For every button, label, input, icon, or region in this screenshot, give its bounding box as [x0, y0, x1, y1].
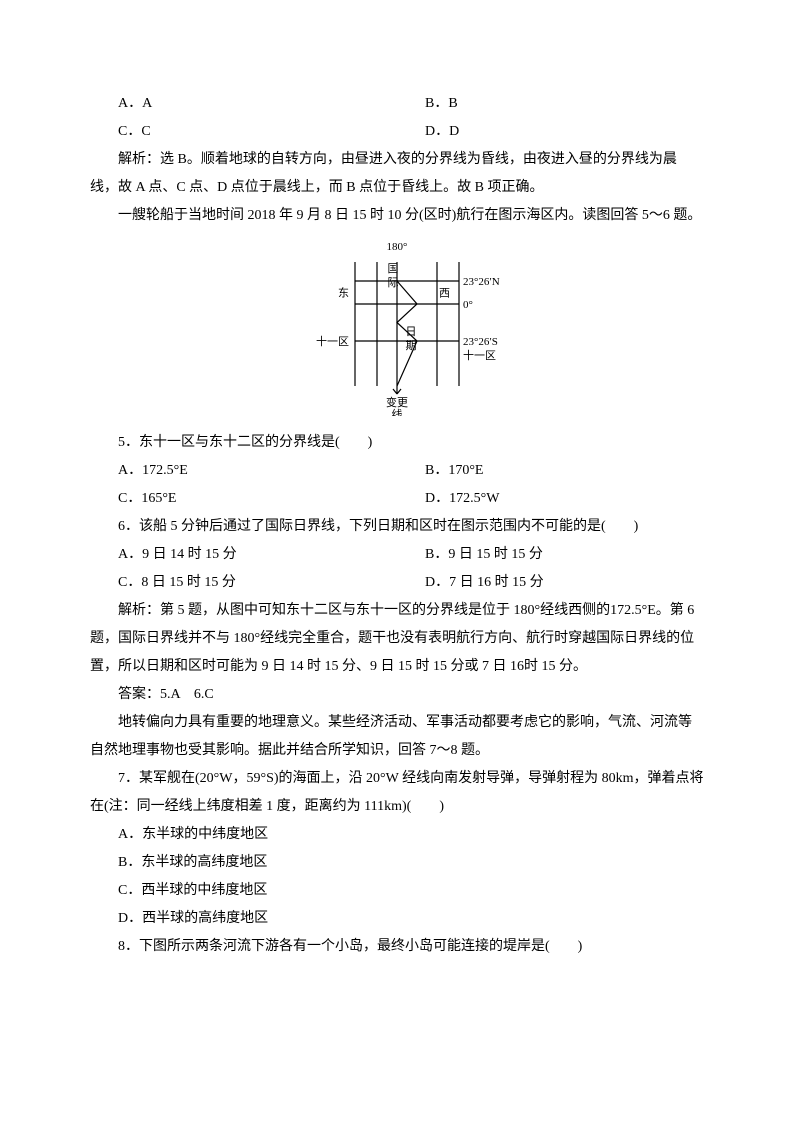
- svg-text:际: 际: [388, 276, 399, 289]
- ans56-final: 答案：5.A 6.C: [90, 681, 704, 709]
- q5-opt-c: C．165°E: [90, 485, 397, 513]
- q5-opt-b: B．170°E: [397, 457, 704, 485]
- q5-options-row2: C．165°E D．172.5°W: [90, 485, 704, 513]
- q6-opt-c: C．8 日 15 时 15 分: [90, 569, 397, 597]
- q6-opt-d: D．7 日 16 时 15 分: [397, 569, 704, 597]
- q7-opt-c: C．西半球的中纬度地区: [90, 877, 704, 905]
- q6-options-row1: A．9 日 14 时 15 分 B．9 日 15 时 15 分: [90, 541, 704, 569]
- q5-stem: 5．东十一区与东十二区的分界线是( ): [90, 429, 704, 457]
- q4-options-row1: A．A B．B: [90, 90, 704, 118]
- q7-opt-d: D．西半球的高纬度地区: [90, 905, 704, 933]
- q4-options-row2: C．C D．D: [90, 118, 704, 146]
- q7-opt-b: B．东半球的高纬度地区: [90, 849, 704, 877]
- q5-options-row1: A．172.5°E B．170°E: [90, 457, 704, 485]
- q4-opt-a: A．A: [90, 90, 397, 118]
- svg-text:23°26′S: 23°26′S: [463, 336, 498, 348]
- q4-analysis: 解析：选 B。顺着地球的自转方向，由昼进入夜的分界线为昏线，由夜进入昼的分界线为…: [90, 146, 704, 202]
- q4-opt-d: D．D: [397, 118, 704, 146]
- q8-stem: 8．下图所示两条河流下游各有一个小岛，最终小岛可能连接的堤岸是( ): [90, 933, 704, 961]
- diagram-svg: 180°国际日期东西23°26′N0°23°26′S十一区十一区变更线: [287, 236, 507, 416]
- q5-opt-d: D．172.5°W: [397, 485, 704, 513]
- q6-stem: 6．该船 5 分钟后通过了国际日界线，下列日期和区时在图示范围内不可能的是( ): [90, 513, 704, 541]
- q7-opt-a: A．东半球的中纬度地区: [90, 821, 704, 849]
- q4-opt-c: C．C: [90, 118, 397, 146]
- q6-options-row2: C．8 日 15 时 15 分 D．7 日 16 时 15 分: [90, 569, 704, 597]
- q6-opt-b: B．9 日 15 时 15 分: [397, 541, 704, 569]
- q6-opt-a: A．9 日 14 时 15 分: [90, 541, 397, 569]
- svg-text:十一区: 十一区: [463, 348, 496, 362]
- svg-text:西: 西: [439, 288, 450, 300]
- svg-text:变更: 变更: [386, 395, 408, 409]
- intro-7-8: 地转偏向力具有重要的地理意义。某些经济活动、军事活动都要考虑它的影响，气流、河流…: [90, 709, 704, 765]
- q7-stem: 7．某军舰在(20°W，59°S)的海面上，沿 20°W 经线向南发射导弹，导弹…: [90, 765, 704, 821]
- ans56-analysis: 解析：第 5 题，从图中可知东十二区与东十一区的分界线是位于 180°经线西侧的…: [90, 597, 704, 681]
- svg-text:180°: 180°: [387, 241, 408, 253]
- svg-text:东: 东: [338, 287, 349, 300]
- svg-text:十一区: 十一区: [316, 334, 349, 348]
- svg-text:日: 日: [406, 326, 417, 338]
- svg-text:线: 线: [392, 407, 403, 416]
- date-line-diagram: 180°国际日期东西23°26′N0°23°26′S十一区十一区变更线: [90, 236, 704, 427]
- q5-opt-a: A．172.5°E: [90, 457, 397, 485]
- svg-text:国: 国: [388, 262, 399, 275]
- svg-text:0°: 0°: [463, 299, 473, 311]
- svg-text:23°26′N: 23°26′N: [463, 276, 500, 288]
- svg-text:期: 期: [406, 339, 417, 352]
- intro-5-6: 一艘轮船于当地时间 2018 年 9 月 8 日 15 时 10 分(区时)航行…: [90, 202, 704, 230]
- q4-opt-b: B．B: [397, 90, 704, 118]
